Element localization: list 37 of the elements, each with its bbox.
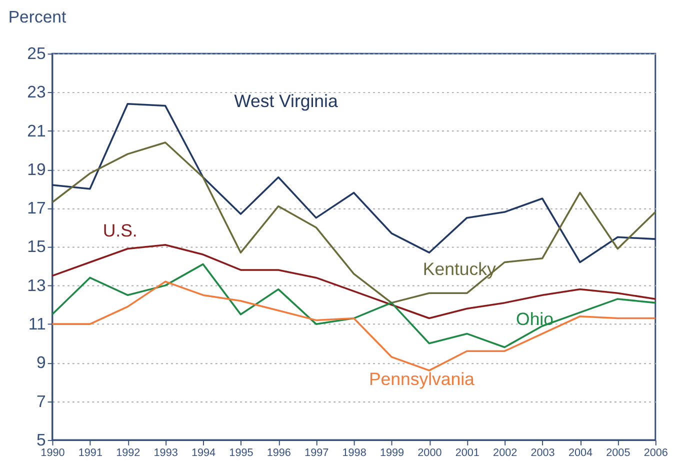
series-label: Kentucky bbox=[422, 258, 496, 279]
x-tick-label: 1999 bbox=[380, 447, 404, 460]
x-tick-label: 2003 bbox=[530, 447, 555, 460]
y-tick-label: 23 bbox=[27, 82, 46, 102]
x-tick-label: 2004 bbox=[568, 447, 593, 460]
x-tick-label: 1993 bbox=[154, 447, 178, 460]
line-series bbox=[51, 280, 656, 372]
y-axis-title: Percent bbox=[8, 8, 66, 27]
line-series bbox=[51, 142, 656, 304]
y-tick-label: 9 bbox=[36, 353, 46, 372]
x-tick-label: 1998 bbox=[342, 447, 366, 460]
y-tick-label: 7 bbox=[36, 392, 46, 411]
y-tick-label: 21 bbox=[27, 121, 46, 140]
text: West Virginia bbox=[234, 90, 338, 111]
x-tick-label: 2002 bbox=[493, 447, 518, 460]
x-tick-label: 2005 bbox=[606, 447, 630, 460]
x-tick-label: 1997 bbox=[304, 447, 329, 460]
x-tick-label: 2006 bbox=[644, 447, 668, 460]
line-series bbox=[51, 263, 656, 348]
x-tick-label: 2000 bbox=[418, 447, 442, 460]
y-tick-label: 19 bbox=[27, 160, 46, 179]
series-label: U.S. bbox=[102, 220, 138, 240]
y-tick-label: 5 bbox=[36, 430, 46, 450]
x-tick-label: 1994 bbox=[191, 447, 216, 460]
x-tick-label: 2001 bbox=[455, 447, 480, 460]
series-label: Ohio bbox=[516, 309, 554, 330]
y-tick-label: 17 bbox=[27, 198, 46, 218]
y-tick-label: 13 bbox=[27, 276, 46, 295]
x-tick-label: 1990 bbox=[40, 447, 65, 460]
x-tick-label: 1995 bbox=[229, 447, 254, 460]
series-label: Pennsylvania bbox=[368, 369, 475, 390]
y-tick-label: 25 bbox=[27, 44, 46, 64]
y-tick-label: 15 bbox=[27, 237, 46, 256]
x-tick-label: 1992 bbox=[116, 447, 140, 460]
x-tick-label: 1991 bbox=[78, 447, 102, 460]
y-tick-label: 11 bbox=[28, 314, 46, 334]
x-tick-label: 1996 bbox=[266, 447, 291, 460]
